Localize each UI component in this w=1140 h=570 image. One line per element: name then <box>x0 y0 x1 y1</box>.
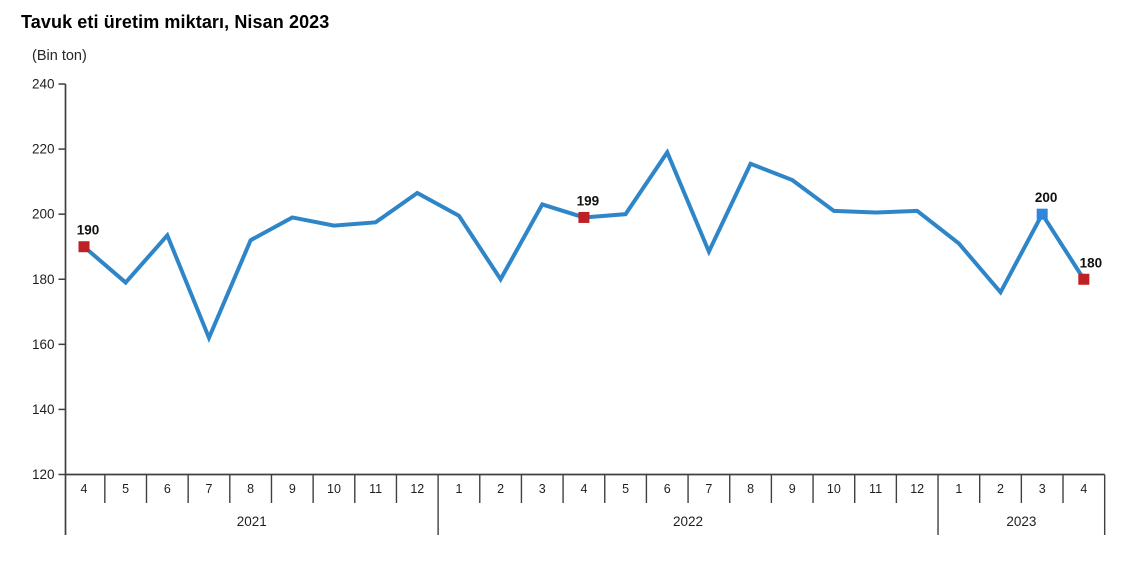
month-label: 4 <box>580 482 587 496</box>
data-point-label: 200 <box>1035 190 1058 205</box>
data-point-marker-red <box>578 211 590 223</box>
month-label: 11 <box>369 482 382 496</box>
y-tick-label: 240 <box>32 77 55 92</box>
month-label: 8 <box>247 482 254 496</box>
month-label: 10 <box>827 482 841 496</box>
month-label: 12 <box>410 482 424 496</box>
month-label: 12 <box>910 482 924 496</box>
month-label: 1 <box>455 482 462 496</box>
data-point-marker-red <box>78 241 90 253</box>
y-tick-label: 200 <box>32 207 55 222</box>
year-label: 2021 <box>237 514 267 529</box>
month-label: 6 <box>664 482 671 496</box>
month-label: 2 <box>997 482 1004 496</box>
month-label: 7 <box>705 482 712 496</box>
y-tick-label: 140 <box>32 402 55 417</box>
year-label: 2022 <box>673 514 703 529</box>
month-label: 3 <box>1039 482 1046 496</box>
year-label: 2023 <box>1006 514 1036 529</box>
data-line <box>82 148 1086 344</box>
data-point-label: 180 <box>1080 255 1103 270</box>
data-point-marker-red <box>1078 273 1090 285</box>
month-label: 9 <box>289 482 296 496</box>
month-label: 5 <box>122 482 129 496</box>
month-label: 9 <box>789 482 796 496</box>
chart-title: Tavuk eti üretim miktarı, Nisan 2023 <box>21 12 330 32</box>
month-label: 7 <box>206 482 213 496</box>
y-tick-label: 220 <box>32 142 55 157</box>
month-label: 3 <box>539 482 546 496</box>
month-label: 5 <box>622 482 629 496</box>
month-label: 8 <box>747 482 754 496</box>
month-label: 10 <box>327 482 341 496</box>
month-label: 4 <box>81 482 88 496</box>
data-point-marker-blue <box>1036 208 1048 220</box>
month-label: 11 <box>869 482 882 496</box>
month-label: 6 <box>164 482 171 496</box>
month-label: 1 <box>955 482 962 496</box>
y-tick-label: 120 <box>32 467 55 482</box>
y-tick-label: 160 <box>32 337 55 352</box>
y-axis-unit-label: (Bin ton) <box>32 48 87 64</box>
month-label: 4 <box>1080 482 1087 496</box>
data-point-label: 190 <box>77 223 100 238</box>
y-tick-label: 180 <box>32 272 55 287</box>
data-point-label: 199 <box>577 193 600 208</box>
month-label: 2 <box>497 482 504 496</box>
